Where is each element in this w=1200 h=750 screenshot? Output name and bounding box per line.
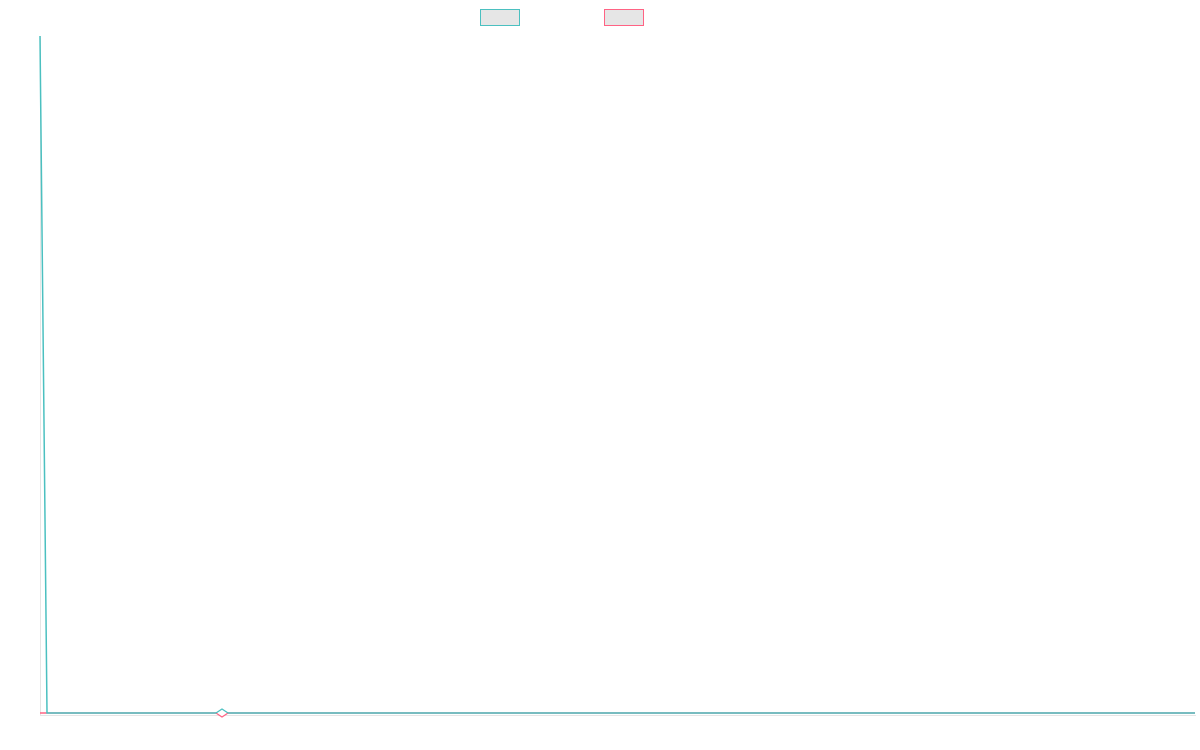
chart-legend — [0, 9, 1200, 27]
legend-item-series-1[interactable] — [480, 9, 520, 26]
data-point-marker-series-1[interactable] — [215, 708, 229, 714]
legend-item-series-2[interactable] — [604, 9, 644, 26]
series-line-1 — [39, 35, 1195, 714]
data-point-marker-series-2[interactable] — [215, 712, 229, 718]
